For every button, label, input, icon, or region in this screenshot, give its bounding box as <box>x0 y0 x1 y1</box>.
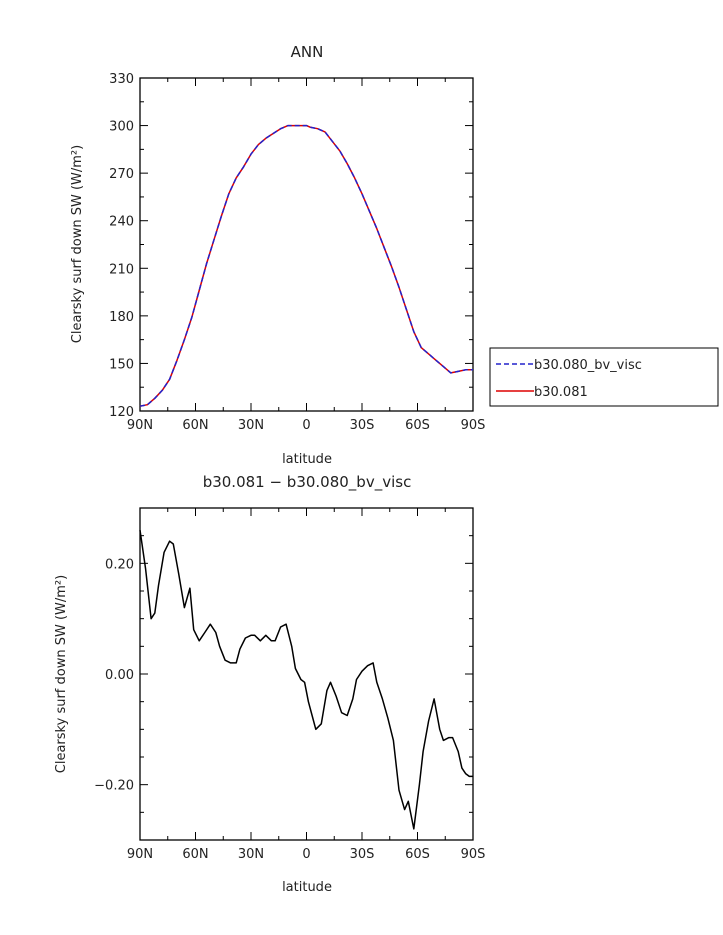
bottom-x-tick-label: 60N <box>182 847 208 862</box>
bottom-x-axis-label: latitude <box>282 880 332 895</box>
bottom-y-axis-label: Clearsky surf down SW (W/m²) <box>54 575 69 773</box>
legend-box <box>489 347 719 407</box>
bottom-y-tick-label: 0.20 <box>105 557 134 572</box>
bottom-x-tick-label: 30S <box>350 847 375 862</box>
bottom-series-lines <box>139 529 473 830</box>
top-x-tick-label: 90N <box>127 418 153 433</box>
legend-label-2: b30.081 <box>534 385 588 400</box>
top-x-tick-label: 30S <box>350 418 375 433</box>
top-chart-title: ANN <box>291 43 324 61</box>
top-panel: ANN 90N 60N 30N 0 30S 60S 90S 120 150 180 210 240 27… <box>70 43 485 467</box>
bottom-y-axis-label-text: Clearsky surf down SW (W/m²) <box>54 575 69 773</box>
bottom-chart-title: b30.081 − b30.080_bv_visc <box>203 473 412 492</box>
top-y-axis-label-text: Clearsky surf down SW (W/m²) <box>70 145 85 343</box>
top-y-axis-label: Clearsky surf down SW (W/m²) <box>70 145 85 343</box>
top-y-tick-label: 240 <box>109 215 134 230</box>
top-x-tick-label: 0 <box>302 418 310 433</box>
bottom-axis-ticks: 90N 60N 30N 0 30S 60S 90S −0.20 0.00 0.20 <box>94 507 486 862</box>
top-y-tick-label: 210 <box>109 262 134 277</box>
top-y-tick-label: 120 <box>109 405 134 420</box>
top-y-tick-label: 150 <box>109 357 134 372</box>
bottom-x-tick-label: 90S <box>461 847 486 862</box>
top-x-axis-label: latitude <box>282 452 332 467</box>
top-y-tick-label: 330 <box>109 72 134 87</box>
top-x-tick-label: 60S <box>405 418 430 433</box>
bottom-x-tick-label: 30N <box>238 847 264 862</box>
legend-label-1: b30.080_bv_visc <box>534 358 642 373</box>
bottom-y-tick-label: 0.00 <box>105 668 134 683</box>
top-y-tick-label: 300 <box>109 120 134 135</box>
top-axis-ticks: 90N 60N 30N 0 30S 60S 90S 120 150 180 210 240 270 300… <box>109 72 485 433</box>
legend: b30.080_bv_visc b30.081 <box>489 347 719 407</box>
bottom-y-tick-label: −0.20 <box>94 779 134 794</box>
bottom-x-tick-label: 0 <box>302 847 310 862</box>
top-x-tick-label: 60N <box>182 418 208 433</box>
bottom-x-tick-label: 90N <box>127 847 153 862</box>
top-y-tick-label: 270 <box>109 167 134 182</box>
top-series-line-1 <box>139 124 473 407</box>
top-x-tick-label: 90S <box>461 418 486 433</box>
top-series-line-2 <box>139 124 473 407</box>
top-series-lines <box>139 124 473 407</box>
top-x-tick-label: 30N <box>238 418 264 433</box>
top-plot-frame <box>139 77 474 412</box>
top-y-tick-label: 180 <box>109 310 134 325</box>
bottom-plot-frame <box>139 507 474 841</box>
bottom-x-tick-label: 60S <box>405 847 430 862</box>
bottom-panel: b30.081 − b30.080_bv_visc 90N 60N 30N 0 30S 6… <box>54 473 485 895</box>
bottom-series-line-1 <box>139 529 473 830</box>
